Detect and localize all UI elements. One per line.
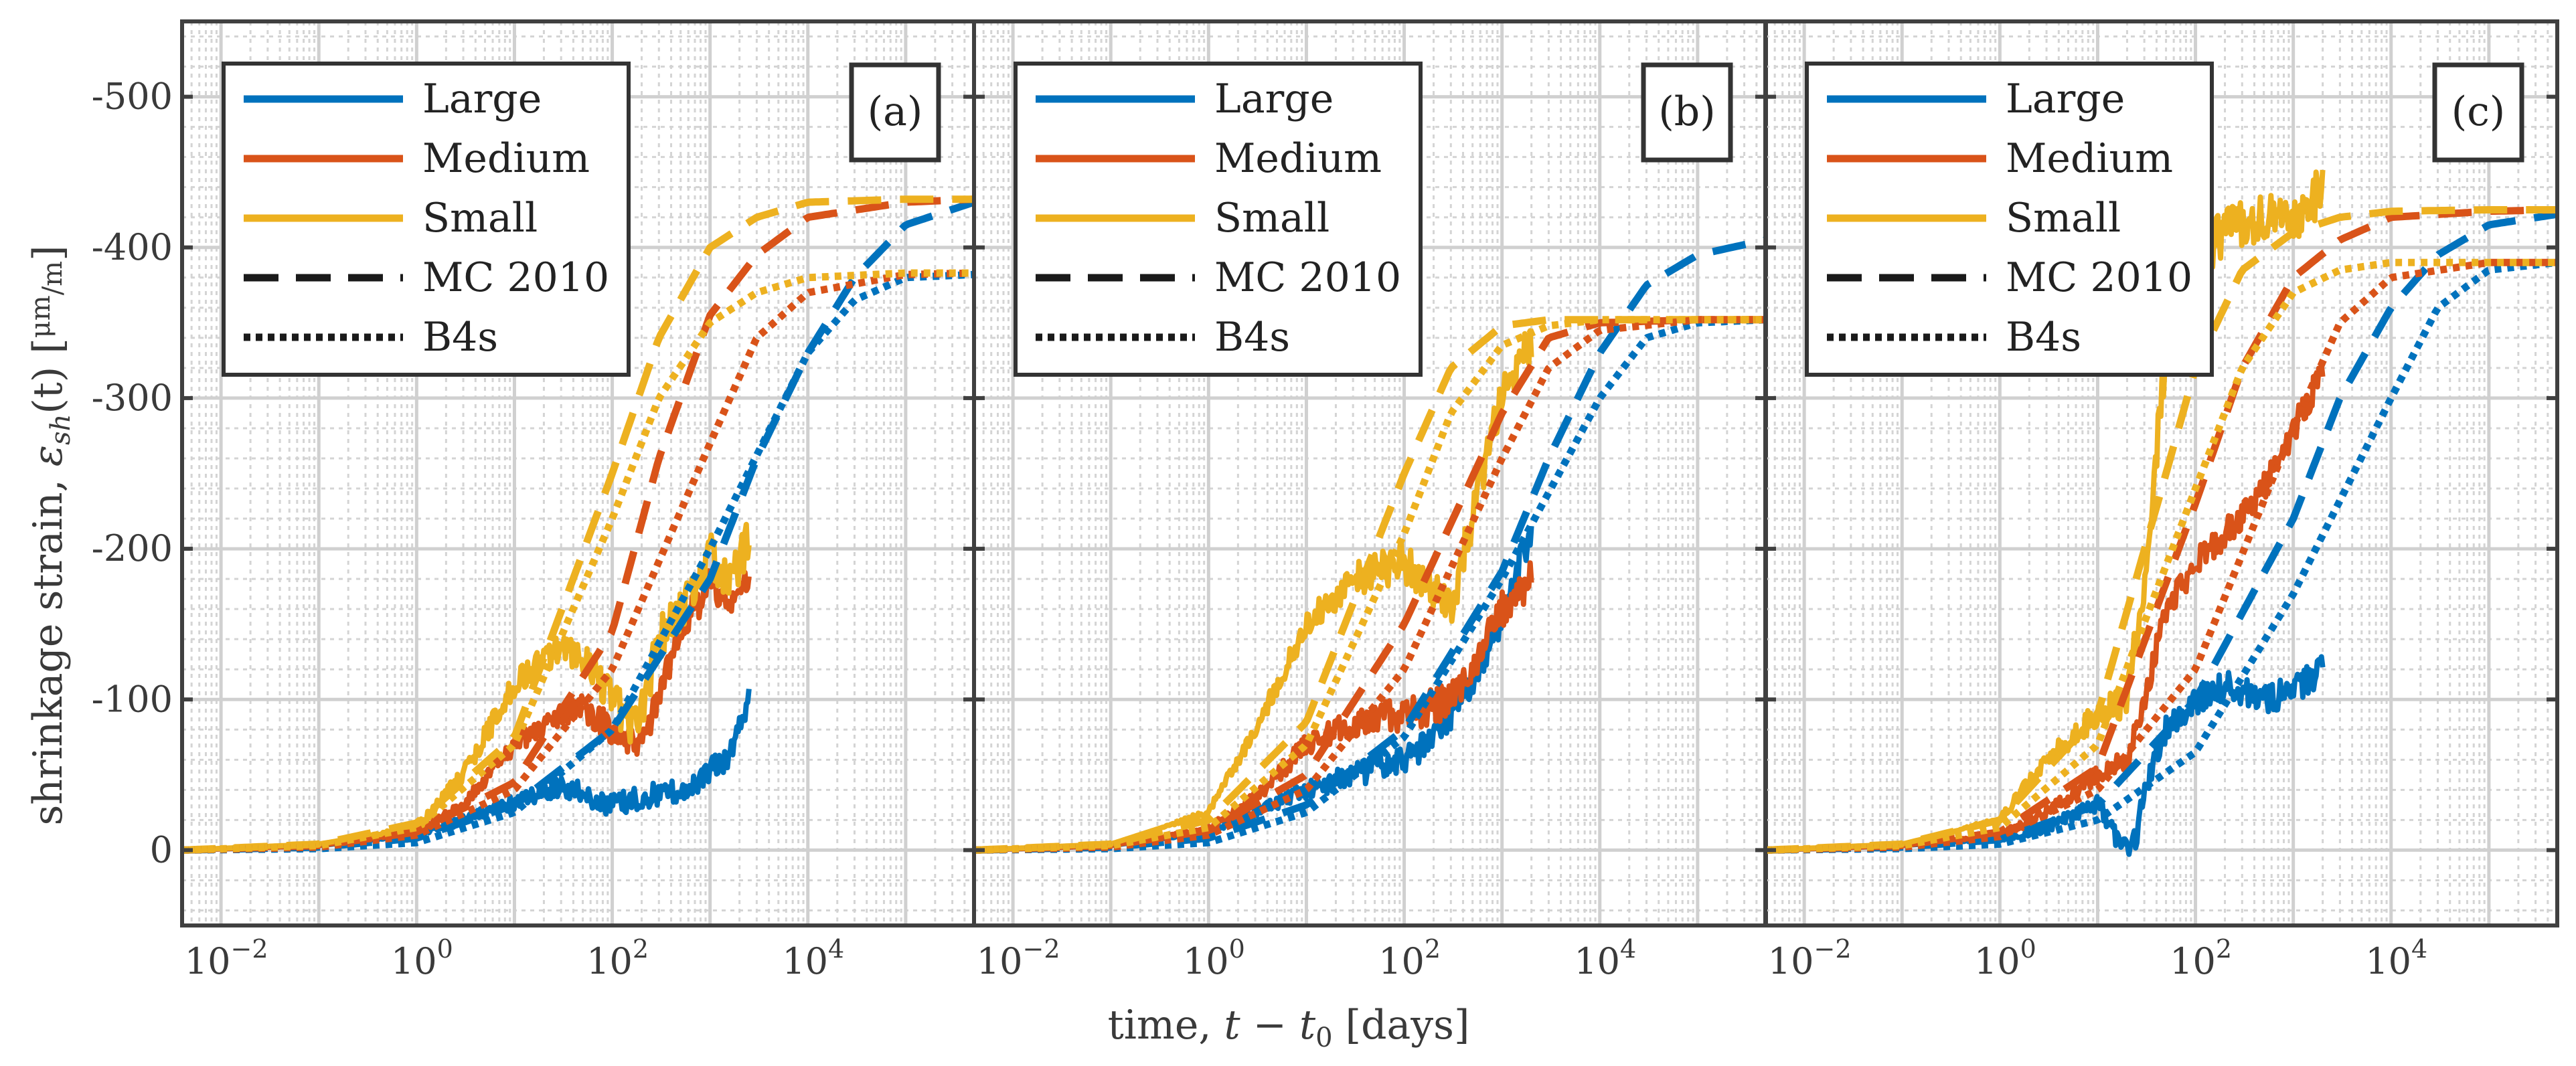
- x-tick-label: 100: [391, 934, 453, 982]
- y-tick-label: -200: [92, 527, 173, 569]
- series-small-b4s: [1765, 258, 2557, 854]
- series-small-b4s: [974, 316, 1766, 854]
- y-tick-label: -400: [92, 226, 173, 268]
- x-tick-label: 102: [586, 934, 649, 982]
- x-tick-label: 100: [1974, 934, 2036, 982]
- panel-tag-box: [849, 62, 941, 163]
- panel-tag-box: [1641, 62, 1733, 163]
- legend-label: Small: [1214, 195, 1330, 242]
- series-small-b4s: [182, 269, 974, 854]
- legend-label: Large: [2006, 76, 2125, 122]
- panel-tag: (b): [1658, 88, 1715, 135]
- x-tick-label: 104: [782, 934, 844, 982]
- legend-label: Medium: [422, 135, 590, 182]
- legend-label: Large: [1214, 76, 1334, 122]
- series-group: [182, 195, 974, 854]
- y-tick-label: -500: [92, 76, 173, 118]
- y-tick-label: 0: [150, 828, 173, 871]
- x-tick-label: 100: [1183, 934, 1245, 982]
- legend-label: MC 2010: [422, 254, 609, 301]
- legend: Large Medium Small MC 2010 B4s: [222, 62, 631, 377]
- x-tick-label: 102: [2170, 934, 2232, 982]
- series-group: [974, 236, 1766, 854]
- series-group: [1765, 169, 2557, 857]
- x-tick-label: 102: [1378, 934, 1441, 982]
- legend-label: Medium: [2006, 135, 2173, 182]
- x-tick-label: 10−2: [977, 934, 1060, 982]
- legend: Large Medium Small MC 2010 B4s: [1014, 62, 1423, 377]
- panel-tag: (c): [2451, 88, 2505, 135]
- legend-label: Small: [2006, 195, 2121, 242]
- panel-tag: (a): [868, 88, 923, 135]
- x-tick-label: 10−2: [1768, 934, 1852, 982]
- panel-c: 10−2 100 102 104 Large Medium Small MC 2010 B4s (…: [1763, 19, 2559, 982]
- legend-label: MC 2010: [1214, 254, 1401, 301]
- x-tick-label: 104: [2365, 934, 2427, 982]
- y-axis-label: shrinkage strain, εsh(t) [μm/m]: [25, 245, 76, 825]
- legend-label: B4s: [422, 314, 498, 361]
- x-axis-label: time, t − t0 [days]: [1108, 1002, 1470, 1053]
- y-tick-label: -100: [92, 678, 173, 720]
- panels: 0 -100 -200 -300 -400 -500 10−2 100 102 104 Large M…: [92, 19, 2559, 982]
- legend: Large Medium Small MC 2010 B4s: [1805, 62, 2214, 377]
- x-tick-label: 104: [1574, 934, 1636, 982]
- panel-tag-box: [2432, 62, 2524, 163]
- panel-b: 10−2 100 102 104 Large Medium Small MC 2010 B4s (…: [972, 19, 1768, 982]
- legend-label: Medium: [1214, 135, 1382, 182]
- panel-frame: [1763, 19, 2559, 927]
- legend-label: MC 2010: [2006, 254, 2192, 301]
- y-tick-label: -300: [92, 377, 173, 419]
- legend-label: Large: [422, 76, 542, 122]
- legend-label: B4s: [2006, 314, 2081, 361]
- legend-label: B4s: [1214, 314, 1290, 361]
- panel-a: 0 -100 -200 -300 -400 -500 10−2 100 102 104 Large M…: [92, 19, 976, 982]
- x-tick-label: 10−2: [185, 934, 268, 982]
- legend-label: Small: [422, 195, 538, 242]
